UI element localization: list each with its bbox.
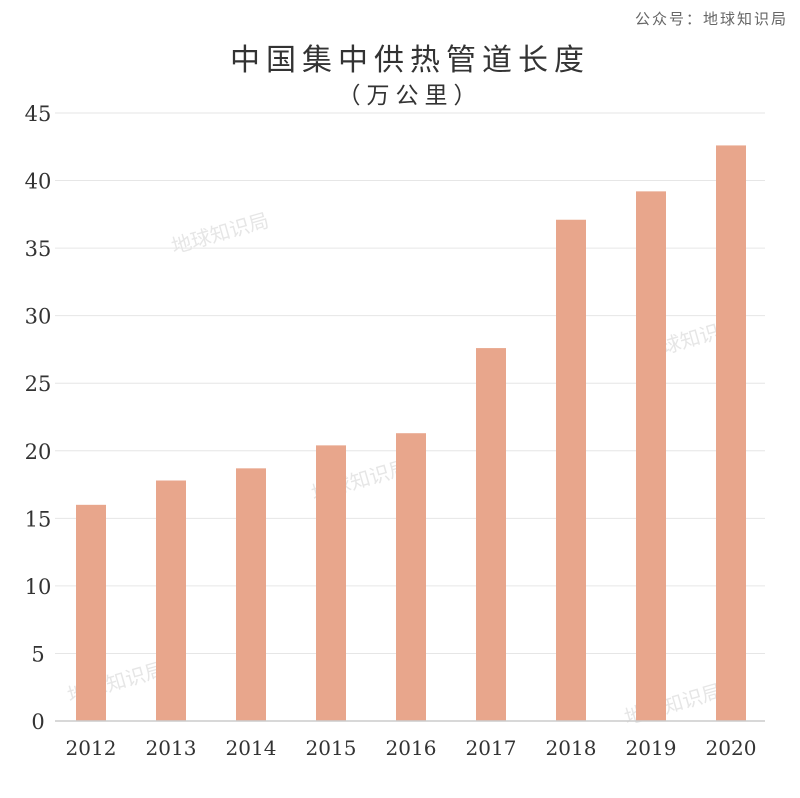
x-tick-label: 2015 xyxy=(306,736,357,760)
bar-2019 xyxy=(636,191,666,721)
bar-2020 xyxy=(716,145,746,722)
bars xyxy=(76,145,746,722)
y-tick-label: 20 xyxy=(25,440,52,464)
x-tick-label: 2018 xyxy=(546,736,597,760)
x-tick-label: 2013 xyxy=(146,736,197,760)
x-tick-label: 2016 xyxy=(386,736,437,760)
source-label: 公众号：地球知识局 xyxy=(635,10,788,28)
bar-2013 xyxy=(156,480,186,721)
chart-title: 中国集中供热管道长度 xyxy=(230,43,590,78)
bar-2017 xyxy=(476,348,506,721)
y-tick-label: 45 xyxy=(25,102,52,126)
y-tick-label: 0 xyxy=(31,710,44,734)
bar-2018 xyxy=(556,219,586,721)
y-tick-label: 5 xyxy=(31,642,44,666)
x-tick-label: 2019 xyxy=(626,736,677,760)
y-tick-label: 15 xyxy=(25,507,52,531)
y-tick-label: 25 xyxy=(25,372,52,396)
bar-2015 xyxy=(316,445,346,721)
chart-subtitle: （万公里） xyxy=(338,83,483,109)
x-tick-label: 2017 xyxy=(466,736,517,760)
y-tick-label: 30 xyxy=(25,305,52,329)
y-tick-labels: 0 5 10 15 20 25 30 35 40 45 xyxy=(25,102,52,734)
bar-2014 xyxy=(236,468,266,721)
y-tick-label: 10 xyxy=(25,575,52,599)
x-tick-label: 2020 xyxy=(706,736,757,760)
y-tick-label: 40 xyxy=(25,170,52,194)
bar-2012 xyxy=(76,504,106,721)
y-tick-label: 35 xyxy=(25,237,52,261)
x-tick-label: 2012 xyxy=(66,736,117,760)
x-tick-label: 2014 xyxy=(226,736,277,760)
watermark: 地球知识局 xyxy=(169,208,272,259)
bar-2016 xyxy=(396,433,426,721)
x-tick-labels: 2012 2013 2014 2015 2016 2017 2018 2019 2020 xyxy=(66,736,757,760)
